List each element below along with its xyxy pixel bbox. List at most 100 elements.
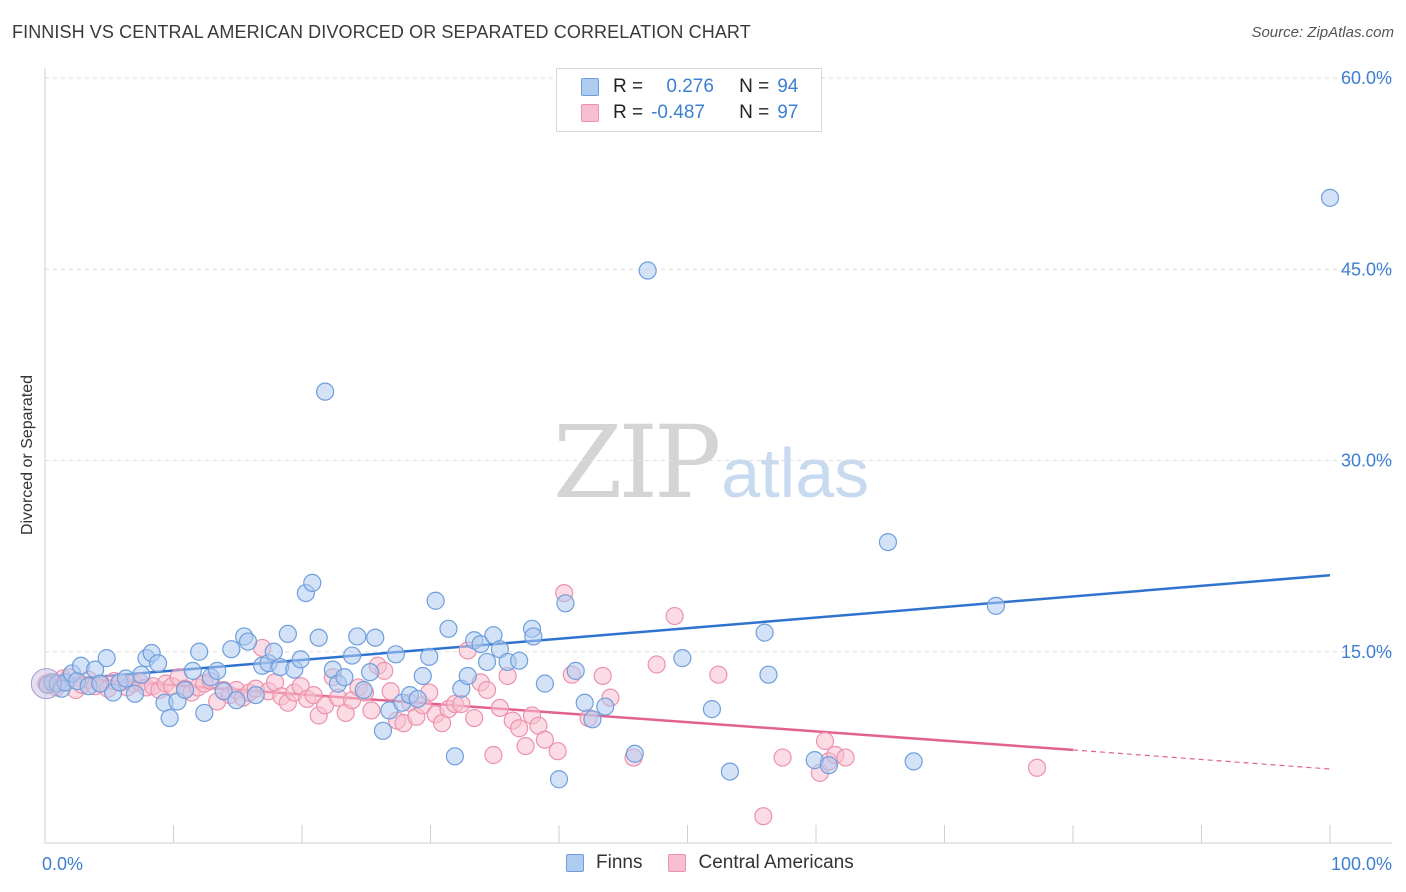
tick-labels: 15.0% 30.0% 45.0% 60.0% 0.0% 100.0% <box>42 68 1392 874</box>
finns-swatch <box>566 854 584 872</box>
trend-lines <box>44 574 1331 770</box>
finns-point <box>426 591 445 610</box>
finns-point <box>278 624 297 644</box>
finns-point <box>354 680 373 700</box>
finns-point <box>755 623 774 642</box>
finns-point <box>195 703 214 723</box>
grid-lines <box>45 77 1392 653</box>
finns-point <box>227 691 246 710</box>
legend-finns-label: Finns <box>596 852 643 873</box>
finns-point <box>1320 188 1340 207</box>
finns-points <box>30 188 1340 789</box>
source-note: Source: ZipAtlas.com <box>1251 24 1394 41</box>
finns-point <box>386 645 405 664</box>
finns-point <box>566 661 585 680</box>
finns-point <box>343 646 362 665</box>
y-tick-label: 45.0% <box>1341 259 1392 279</box>
central-american-point <box>773 748 792 767</box>
central-swatch <box>581 104 599 122</box>
finns-point <box>373 721 393 740</box>
central-american-point <box>510 719 529 738</box>
x-tick-label: 100.0% <box>1331 854 1392 874</box>
legend-n-value: 94 <box>777 76 799 97</box>
legend-r-label: R = <box>613 102 644 123</box>
finns-point <box>673 649 692 668</box>
finns-point <box>335 668 354 687</box>
finns-point <box>366 628 385 647</box>
y-tick-label: 60.0% <box>1341 68 1392 88</box>
central-american-point <box>516 736 535 756</box>
finns-point <box>238 632 258 651</box>
central-american-point <box>593 666 612 686</box>
legend-central-label: Central Americans <box>698 852 854 873</box>
central-american-point <box>647 655 666 674</box>
central-american-point <box>535 730 554 749</box>
central-trend-extension <box>1072 749 1331 770</box>
finns-point <box>575 693 594 712</box>
finns-point <box>303 573 322 593</box>
x-tick-label: 0.0% <box>42 854 83 874</box>
finns-point <box>348 627 367 646</box>
finns-point <box>986 596 1006 615</box>
finns-point <box>175 680 195 700</box>
finns-point <box>116 669 136 688</box>
finns-point <box>583 710 602 729</box>
finns-point <box>638 261 657 280</box>
central-american-point <box>304 685 323 705</box>
finns-point <box>445 747 465 766</box>
central-american-point <box>465 708 484 728</box>
finns-point <box>183 661 202 680</box>
finns-point <box>316 382 335 401</box>
finns-point <box>246 685 265 705</box>
finns-point <box>759 665 778 684</box>
finns-point <box>904 752 923 771</box>
finns-point <box>214 682 233 701</box>
finns-point <box>190 642 209 661</box>
finns-point <box>535 674 554 693</box>
central-american-point <box>362 701 381 720</box>
series-legend: Finns Central Americans <box>566 852 880 874</box>
finns-point <box>291 650 310 669</box>
finns-point <box>160 708 179 728</box>
finns-point <box>556 594 575 613</box>
legend-r-value: -0.487 <box>651 102 705 123</box>
finns-point <box>309 628 328 647</box>
central-americans-points <box>37 583 1047 826</box>
finns-point <box>97 649 116 668</box>
finns-point <box>208 661 227 680</box>
central-swatch <box>668 854 687 872</box>
finns-point <box>439 619 458 638</box>
legend-n-label: N = <box>739 76 770 97</box>
finns-point <box>819 756 838 775</box>
central-american-point <box>709 665 728 684</box>
finns-point <box>148 654 168 673</box>
central-american-point <box>815 731 835 751</box>
legend-row-finns: R = 0.276 N = 94 <box>581 75 798 99</box>
finns-point <box>720 762 740 781</box>
finns-point <box>510 651 529 670</box>
stats-legend: R = 0.276 N = 94 R = -0.487 N = 97 <box>556 68 822 132</box>
legend-item-finns[interactable]: Finns <box>566 852 642 874</box>
finns-point <box>549 770 569 789</box>
legend-r-label: R = <box>613 76 644 97</box>
legend-item-central[interactable]: Central Americans <box>668 852 854 874</box>
finns-point <box>91 674 110 693</box>
legend-n-value: 97 <box>777 102 799 123</box>
central-american-point <box>477 680 497 700</box>
central-american-point <box>1027 758 1047 777</box>
central-american-point <box>754 807 773 826</box>
finns-point <box>524 627 543 646</box>
finns-point <box>408 689 427 709</box>
y-tick-label: 15.0% <box>1341 642 1392 662</box>
finns-point <box>132 665 151 684</box>
central-american-point <box>490 698 509 717</box>
legend-row-central: R = -0.487 N = 97 <box>581 101 798 125</box>
legend-r-value: 0.276 <box>661 76 714 97</box>
finns-point <box>471 634 490 654</box>
central-american-point <box>665 606 684 626</box>
finns-point <box>625 744 644 763</box>
finns-point <box>596 697 615 716</box>
central-american-point <box>484 745 503 765</box>
cluster-point <box>30 668 62 700</box>
